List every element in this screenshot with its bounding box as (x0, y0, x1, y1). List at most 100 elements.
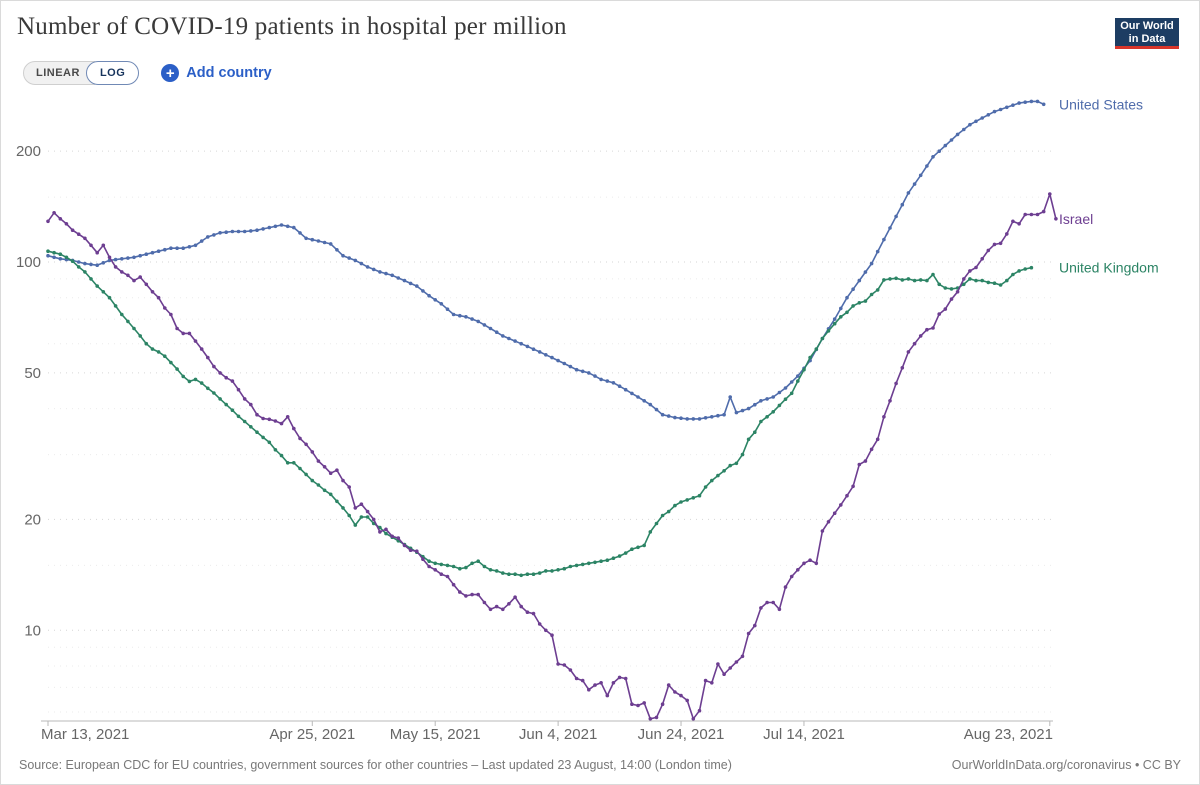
data-point-israel (562, 663, 567, 667)
data-point-united-kingdom (242, 419, 247, 424)
chart-footer: Source: European CDC for EU countries, g… (1, 756, 1199, 776)
data-point-united-kingdom (365, 515, 370, 519)
data-point-israel (826, 520, 831, 524)
data-point-united-states (783, 386, 788, 390)
data-point-israel (986, 248, 991, 253)
data-point-united-states (476, 319, 481, 324)
data-point-united-kingdom (126, 319, 130, 324)
linear-scale-button[interactable]: LINEAR (23, 61, 95, 85)
series-line-israel[interactable] (47, 193, 1057, 720)
data-point-united-kingdom (384, 531, 388, 536)
data-point-united-kingdom (273, 448, 278, 452)
data-point-united-states (347, 256, 352, 260)
data-point-israel (365, 509, 370, 514)
data-point-united-kingdom (193, 377, 198, 382)
data-point-israel (605, 693, 610, 698)
data-point-united-states (304, 236, 308, 241)
y-axis-tick-label: 20 (24, 511, 41, 528)
data-point-united-states (992, 109, 997, 114)
series-united-states: United States (46, 96, 1143, 421)
data-point-united-kingdom (826, 329, 831, 333)
data-point-israel (1005, 232, 1009, 236)
data-point-united-kingdom (931, 272, 935, 277)
data-point-united-kingdom (89, 277, 93, 281)
data-point-united-states (396, 276, 401, 280)
data-point-israel (304, 442, 308, 447)
data-point-united-kingdom (918, 278, 923, 282)
data-point-israel (378, 530, 382, 534)
data-point-israel (525, 610, 530, 614)
data-point-united-kingdom (218, 397, 222, 401)
data-point-united-states (181, 246, 185, 250)
data-point-united-states (611, 381, 616, 385)
data-point-israel (218, 371, 222, 375)
data-point-united-states (156, 249, 161, 253)
series-label-israel[interactable]: Israel (1059, 211, 1093, 227)
data-point-israel (1029, 212, 1034, 217)
y-axis-tick-label: 10 (24, 622, 41, 639)
data-point-israel (574, 676, 579, 681)
add-country-button[interactable]: + Add country (161, 64, 272, 82)
data-point-united-states (513, 339, 517, 343)
log-scale-button[interactable]: LOG (85, 61, 140, 85)
data-point-united-states (863, 270, 868, 274)
data-point-united-kingdom (820, 336, 825, 341)
data-point-united-kingdom (451, 564, 456, 569)
data-point-united-states (998, 107, 1003, 112)
data-point-united-states (89, 262, 93, 267)
data-point-united-kingdom (888, 277, 892, 281)
data-point-united-states (980, 116, 984, 120)
data-point-united-states (384, 271, 388, 276)
data-point-israel (1023, 212, 1027, 217)
series-line-united-kingdom[interactable] (47, 250, 1032, 577)
data-point-united-kingdom (101, 290, 106, 294)
data-point-united-states (765, 397, 769, 401)
data-point-israel (863, 459, 868, 463)
data-point-united-states (95, 263, 99, 268)
data-point-israel (421, 557, 425, 561)
data-point-united-states (857, 278, 862, 283)
data-point-united-states (439, 302, 444, 306)
owid-logo[interactable]: Our World in Data (1115, 18, 1179, 49)
data-point-israel (488, 607, 493, 612)
data-point-israel (316, 459, 321, 463)
data-point-united-states (353, 258, 358, 263)
data-point-united-kingdom (623, 551, 628, 555)
data-point-israel (900, 366, 905, 370)
data-point-united-states (402, 278, 407, 283)
data-point-israel (839, 503, 843, 507)
data-point-united-kingdom (1005, 278, 1009, 283)
data-point-israel (347, 485, 352, 489)
data-point-united-states (470, 317, 474, 321)
data-point-united-kingdom (531, 572, 536, 576)
source-note: Source: European CDC for EU countries, g… (19, 758, 732, 772)
data-point-united-kingdom (181, 374, 185, 379)
data-point-united-states (421, 289, 425, 293)
data-point-israel (617, 675, 622, 680)
data-point-united-states (230, 229, 235, 234)
data-point-united-states (1035, 99, 1040, 104)
data-point-israel (507, 602, 511, 606)
data-point-israel (802, 561, 806, 566)
data-point-israel (199, 347, 204, 351)
data-point-united-states (654, 407, 659, 412)
series-label-united-kingdom[interactable]: United Kingdom (1059, 260, 1159, 276)
data-point-united-states (310, 237, 315, 242)
data-point-israel (679, 693, 683, 698)
data-point-united-kingdom (759, 419, 763, 424)
data-point-israel (955, 290, 960, 294)
data-point-israel (753, 623, 757, 628)
data-point-united-kingdom (863, 299, 868, 303)
series-line-united-states[interactable] (47, 100, 1045, 420)
data-point-united-kingdom (998, 283, 1003, 287)
series-label-united-states[interactable]: United States (1059, 96, 1143, 112)
data-point-united-kingdom (1017, 269, 1021, 273)
data-point-united-states (298, 231, 302, 235)
data-point-israel (89, 243, 93, 248)
data-point-united-states (120, 257, 124, 261)
data-point-israel (107, 255, 112, 260)
data-point-israel (685, 698, 689, 703)
data-point-israel (777, 607, 782, 612)
license-link[interactable]: OurWorldInData.org/coronavirus • CC BY (951, 758, 1181, 772)
plus-circle-icon: + (161, 64, 180, 82)
